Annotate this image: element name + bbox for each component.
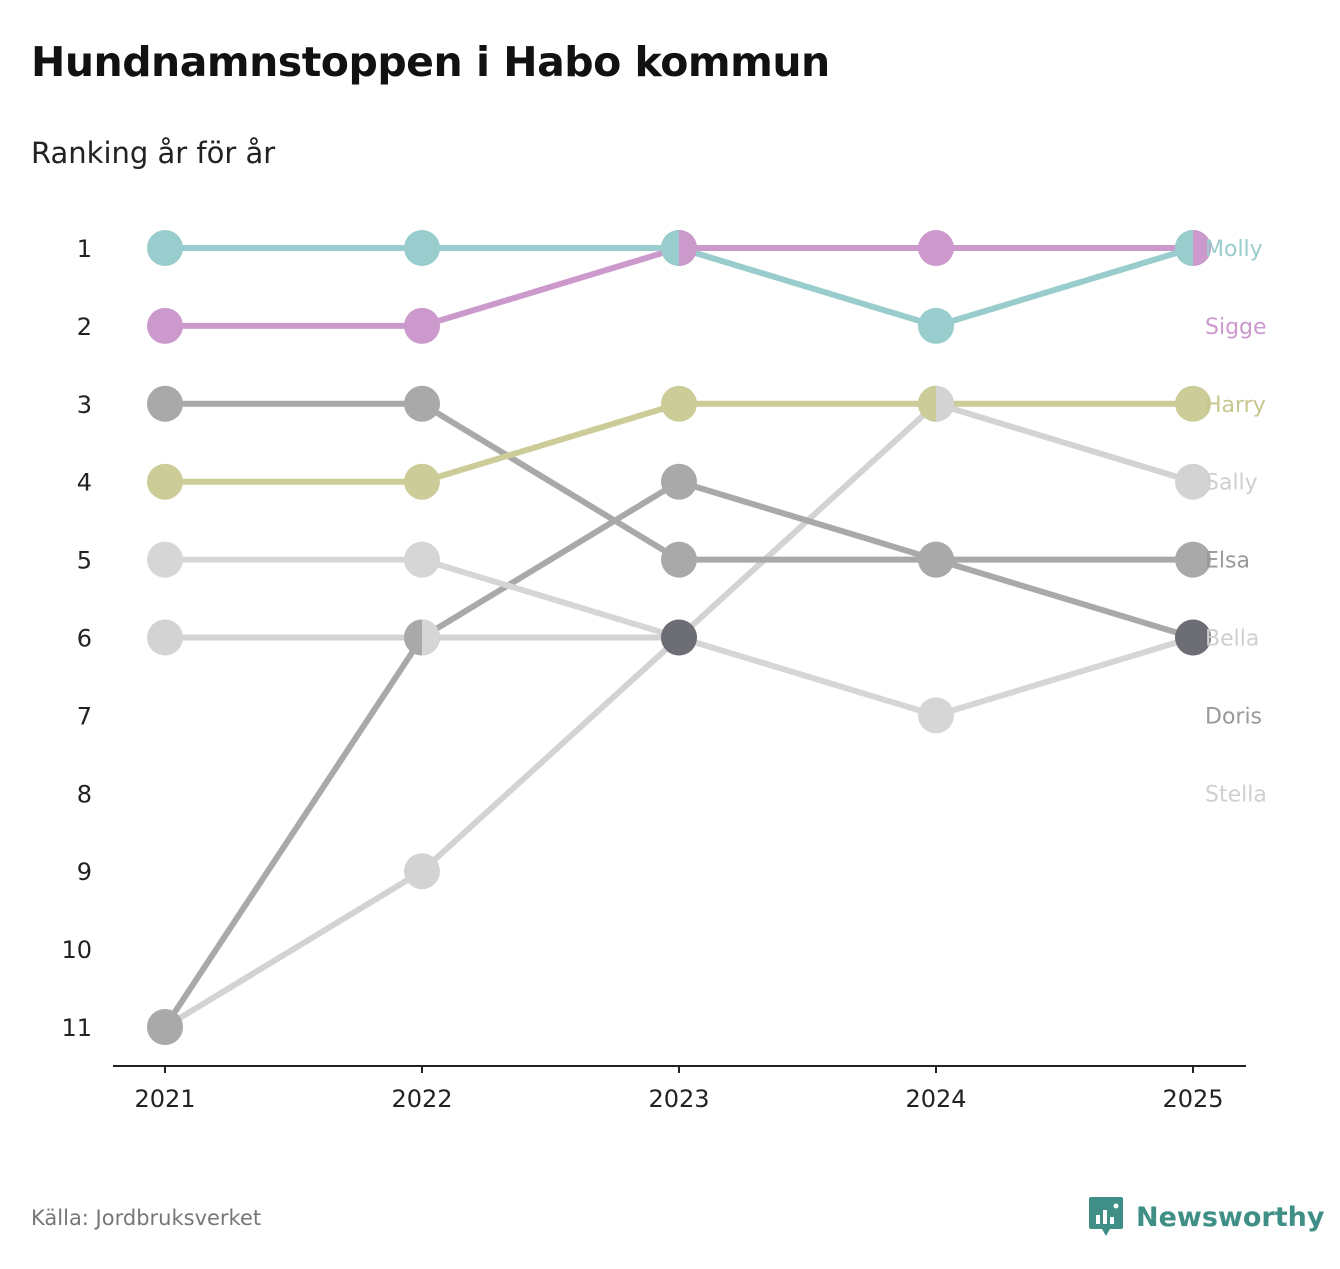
x-tick-label: 2023 (648, 1085, 709, 1113)
x-tick-label: 2025 (1162, 1085, 1223, 1113)
x-tick-label: 2024 (905, 1085, 966, 1113)
series-label: Harry (1205, 393, 1266, 418)
x-tick-label: 2021 (134, 1085, 195, 1113)
source-note: Källa: Jordbruksverket (31, 1206, 262, 1230)
y-axis-ticks: 1 2 3 4 5 6 7 8 9 10 11 (61, 235, 92, 1042)
series-label: Molly (1205, 237, 1263, 262)
y-tick-label: 9 (77, 858, 92, 886)
data-point (147, 463, 183, 500)
data-point (918, 230, 954, 266)
data-point (404, 385, 440, 422)
data-point-half (661, 230, 679, 266)
series-markers (147, 230, 1211, 1045)
y-tick-label: 10 (61, 936, 92, 964)
bar-chart-speech-bubble-icon (1089, 1197, 1123, 1236)
data-point-half (918, 385, 936, 422)
data-point (1175, 385, 1211, 422)
chart-title: Hundnamnstoppen i Habo kommun (31, 38, 830, 86)
data-point (1175, 463, 1211, 500)
y-tick-label: 2 (77, 313, 92, 341)
data-point (404, 541, 440, 578)
series-label: Stella (1205, 782, 1267, 807)
data-point (147, 385, 183, 422)
data-point (147, 541, 183, 578)
series-labels: Molly Sigge Harry Sally Elsa Bella Doris Stella (1205, 237, 1267, 807)
data-point (918, 697, 954, 734)
data-point (147, 307, 183, 344)
y-tick-label: 5 (77, 547, 92, 575)
highlight-point (1175, 619, 1211, 656)
series-label: Bella (1205, 627, 1259, 652)
brand-name: Newsworthy (1136, 1201, 1325, 1233)
y-tick-label: 6 (77, 625, 92, 653)
data-point-half (404, 619, 422, 656)
series-label: Sally (1205, 471, 1258, 496)
data-point-half (422, 619, 440, 656)
data-point (404, 230, 440, 266)
data-point (147, 1009, 183, 1045)
data-point (661, 385, 697, 422)
data-point (918, 541, 954, 578)
x-tick-label: 2022 (391, 1085, 452, 1113)
x-axis-ticks: 2021 2022 2023 2024 2025 (134, 1066, 1224, 1113)
y-tick-label: 3 (77, 391, 92, 419)
data-point-half (936, 385, 954, 422)
data-point (404, 307, 440, 344)
data-point-half (679, 230, 697, 266)
data-point (918, 307, 954, 344)
data-point (147, 230, 183, 266)
data-point-half (1193, 230, 1211, 266)
series-label: Doris (1205, 704, 1262, 729)
brand-logo: Newsworthy (1088, 1196, 1324, 1238)
y-tick-label: 1 (77, 235, 92, 263)
data-point (404, 853, 440, 890)
data-point (404, 463, 440, 500)
series-label: Elsa (1205, 549, 1250, 574)
data-point (661, 463, 697, 500)
series-label: Sigge (1205, 315, 1267, 340)
chart-subtitle: Ranking år för år (31, 136, 276, 170)
rank-chart: 1 2 3 4 5 6 7 8 9 10 11 2021 2022 2023 2024 2025 Molly… (61, 230, 1267, 1113)
data-point (661, 541, 697, 578)
y-tick-label: 8 (77, 780, 92, 808)
data-point-half (1175, 230, 1193, 266)
data-point (1175, 541, 1211, 578)
highlight-point (661, 619, 697, 656)
data-point (147, 619, 183, 656)
y-tick-label: 4 (77, 469, 92, 497)
y-tick-label: 11 (61, 1014, 92, 1042)
y-tick-label: 7 (77, 702, 92, 730)
